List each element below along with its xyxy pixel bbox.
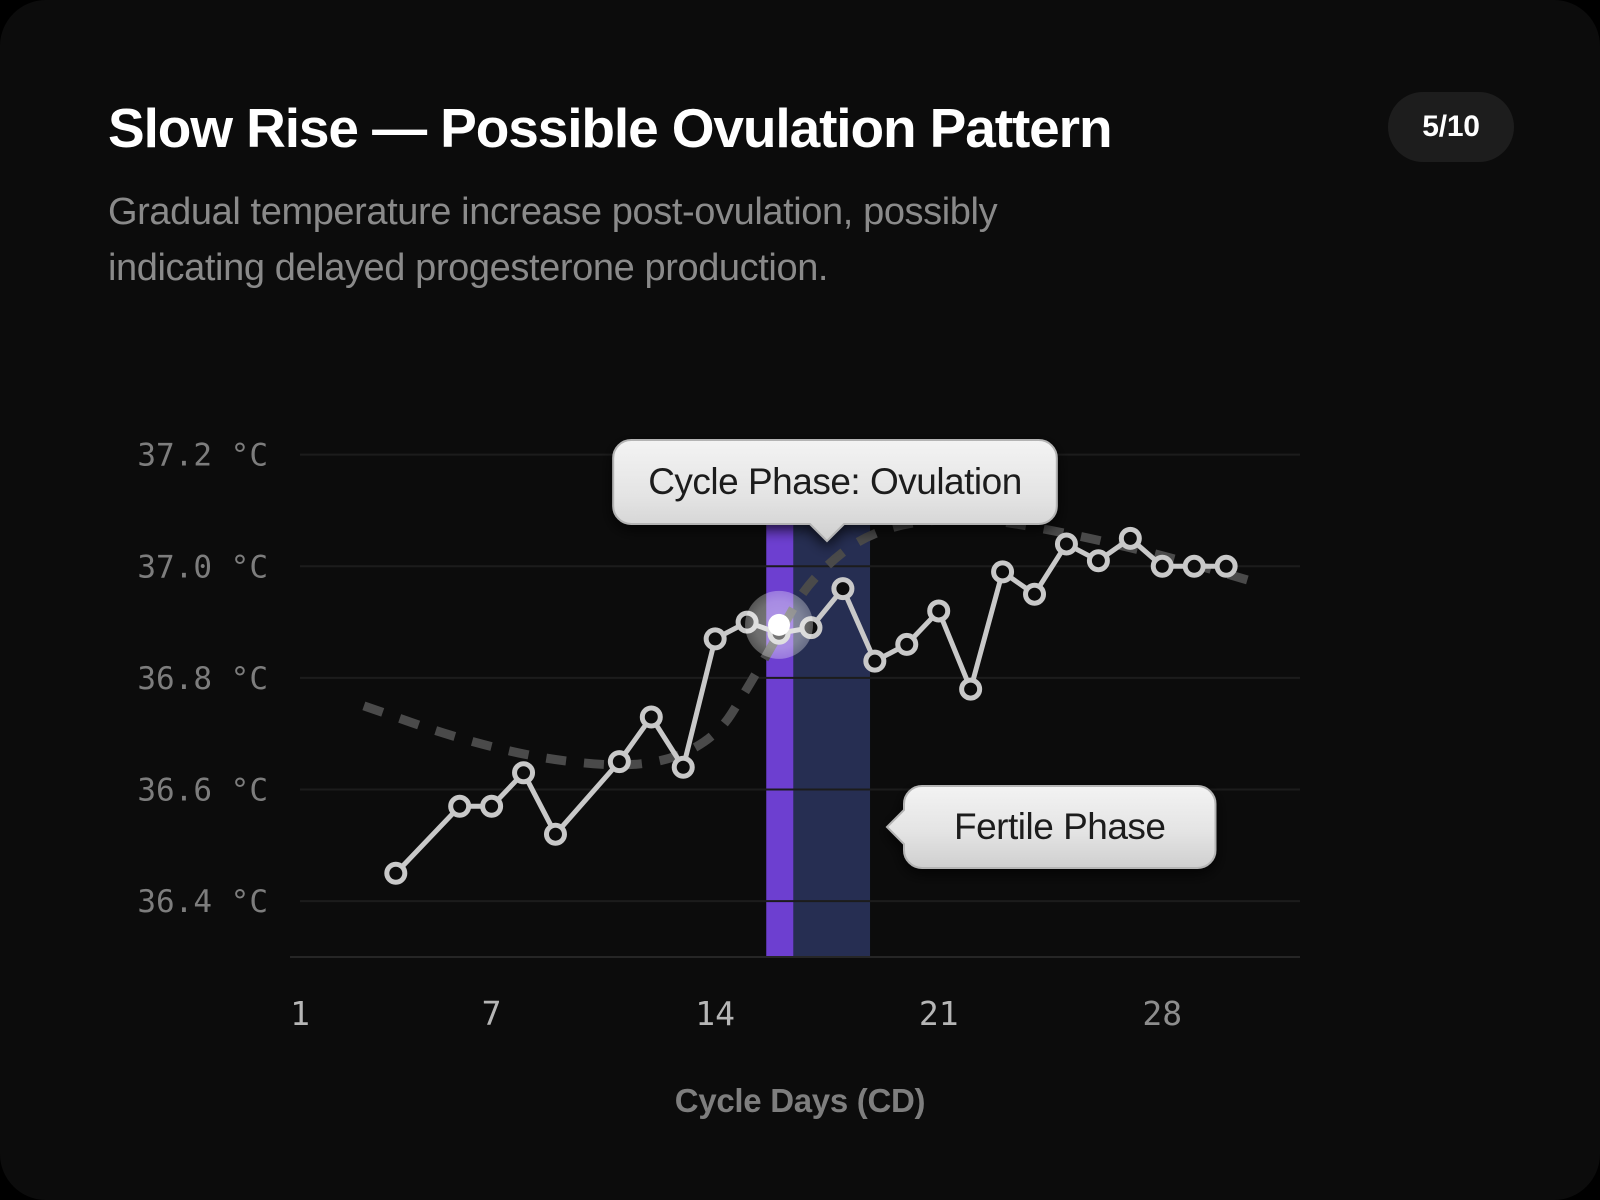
x-axis-tick-label: 21 [919,994,959,1033]
temperature-point-markers [384,526,1238,885]
phase-band-fertile-phase [793,507,871,957]
y-axis-tick-label: 37.2 °C [137,438,268,474]
y-axis-tick-label: 36.6 °C [137,773,268,809]
x-axis-tick-label: 14 [695,994,735,1033]
data-point-marker[interactable] [1086,549,1110,573]
data-point-marker[interactable] [639,705,663,729]
ovulation-marker[interactable] [745,590,814,659]
tooltip-ovulation-label: Cycle Phase: Ovulation [648,461,1022,502]
step-counter-badge: 5/10 [1388,92,1514,162]
page-title: Slow Rise — Possible Ovulation Pattern [108,97,1113,159]
x-axis-tick-label: 1 [290,994,310,1033]
data-point-marker[interactable] [1214,554,1238,578]
data-point-marker[interactable] [543,822,567,846]
data-point-marker[interactable] [1023,582,1047,606]
data-point-marker[interactable] [1118,526,1142,550]
data-point-marker[interactable] [1150,554,1174,578]
data-point-marker[interactable] [607,750,631,774]
data-point-marker[interactable] [384,861,408,885]
data-point-marker[interactable] [991,560,1015,584]
page-subtitle: Gradual temperature increase post-ovulat… [108,191,998,289]
y-axis-tick-labels: 37.2 °C 37.0 °C 36.8 °C 36.6 °C 36.4 °C [137,438,268,921]
data-point-marker[interactable] [480,794,504,818]
x-axis-title: Cycle Days (CD) [675,1082,925,1119]
tooltip-fertile-label: Fertile Phase [954,806,1166,847]
data-point-marker[interactable] [448,794,472,818]
data-point-marker[interactable] [703,627,727,651]
data-point-marker[interactable] [895,632,919,656]
data-point-marker[interactable] [863,649,887,673]
y-axis-tick-label: 36.4 °C [137,884,268,920]
data-point-marker[interactable] [959,677,983,701]
data-point-marker[interactable] [1182,554,1206,578]
data-point-marker[interactable] [1054,532,1078,556]
data-point-marker[interactable] [671,755,695,779]
card-header: Slow Rise — Possible Ovulation Pattern G… [108,96,1288,296]
phase-bands [766,507,871,957]
tooltip-fertile-phase[interactable]: Fertile Phase [885,785,1217,869]
phase-band-ovulation [766,507,794,957]
data-point-marker[interactable] [512,761,536,785]
data-point-marker[interactable] [831,577,855,601]
x-axis-tick-labels: 1 7 14 21 28 [290,994,1182,1033]
y-axis-tick-label: 36.8 °C [137,661,268,697]
x-axis-tick-label: 28 [1142,994,1182,1033]
ovulation-point-dot[interactable] [768,613,791,636]
tooltip-cycle-phase-ovulation[interactable]: Cycle Phase: Ovulation [612,439,1058,543]
y-axis-tick-label: 37.0 °C [137,549,268,585]
x-axis-tick-label: 7 [482,994,502,1033]
data-point-marker[interactable] [927,599,951,623]
